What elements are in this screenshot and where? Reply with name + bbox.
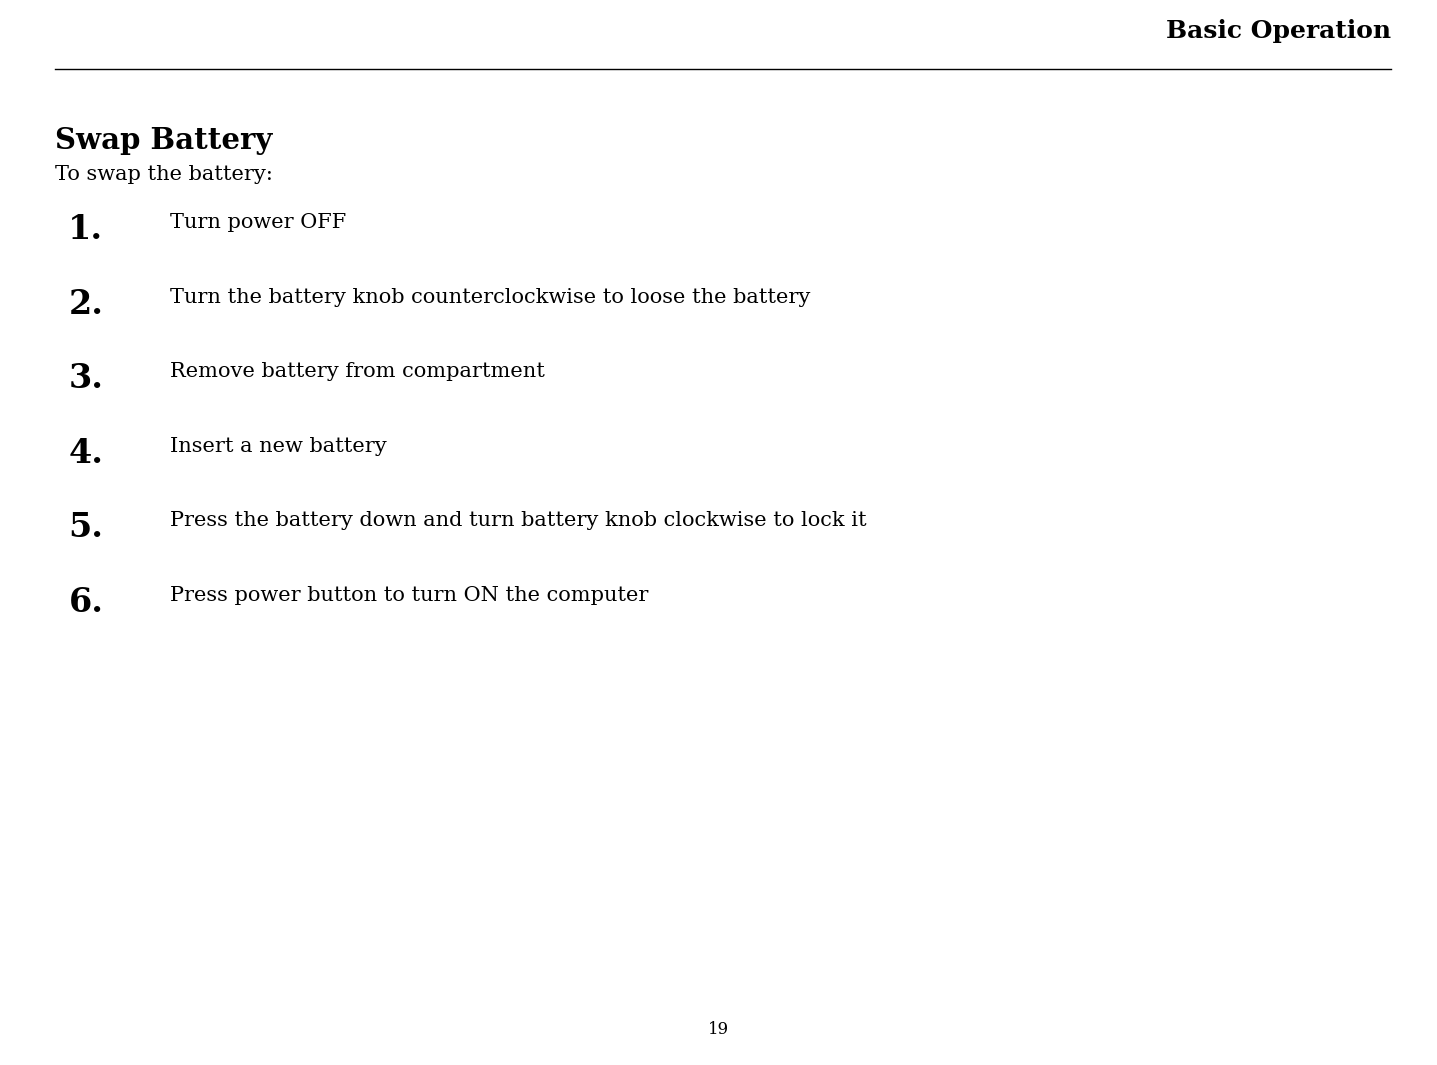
Text: Basic Operation: Basic Operation: [1165, 18, 1391, 43]
Text: Remove battery from compartment: Remove battery from compartment: [170, 362, 545, 381]
Text: 5.: 5.: [69, 511, 103, 544]
Text: 1.: 1.: [69, 213, 103, 246]
Text: Turn the battery knob counterclockwise to loose the battery: Turn the battery knob counterclockwise t…: [170, 288, 810, 307]
Text: 19: 19: [708, 1021, 729, 1038]
Text: Turn power OFF: Turn power OFF: [170, 213, 346, 232]
Text: Swap Battery: Swap Battery: [55, 126, 272, 154]
Text: 2.: 2.: [69, 288, 103, 321]
Text: 3.: 3.: [69, 362, 103, 395]
Text: 6.: 6.: [69, 586, 103, 619]
Text: To swap the battery:: To swap the battery:: [55, 165, 273, 184]
Text: Insert a new battery: Insert a new battery: [170, 437, 387, 456]
Text: Press power button to turn ON the computer: Press power button to turn ON the comput…: [170, 586, 648, 605]
Text: Press the battery down and turn battery knob clockwise to lock it: Press the battery down and turn battery …: [170, 511, 867, 530]
Text: 4.: 4.: [69, 437, 103, 470]
